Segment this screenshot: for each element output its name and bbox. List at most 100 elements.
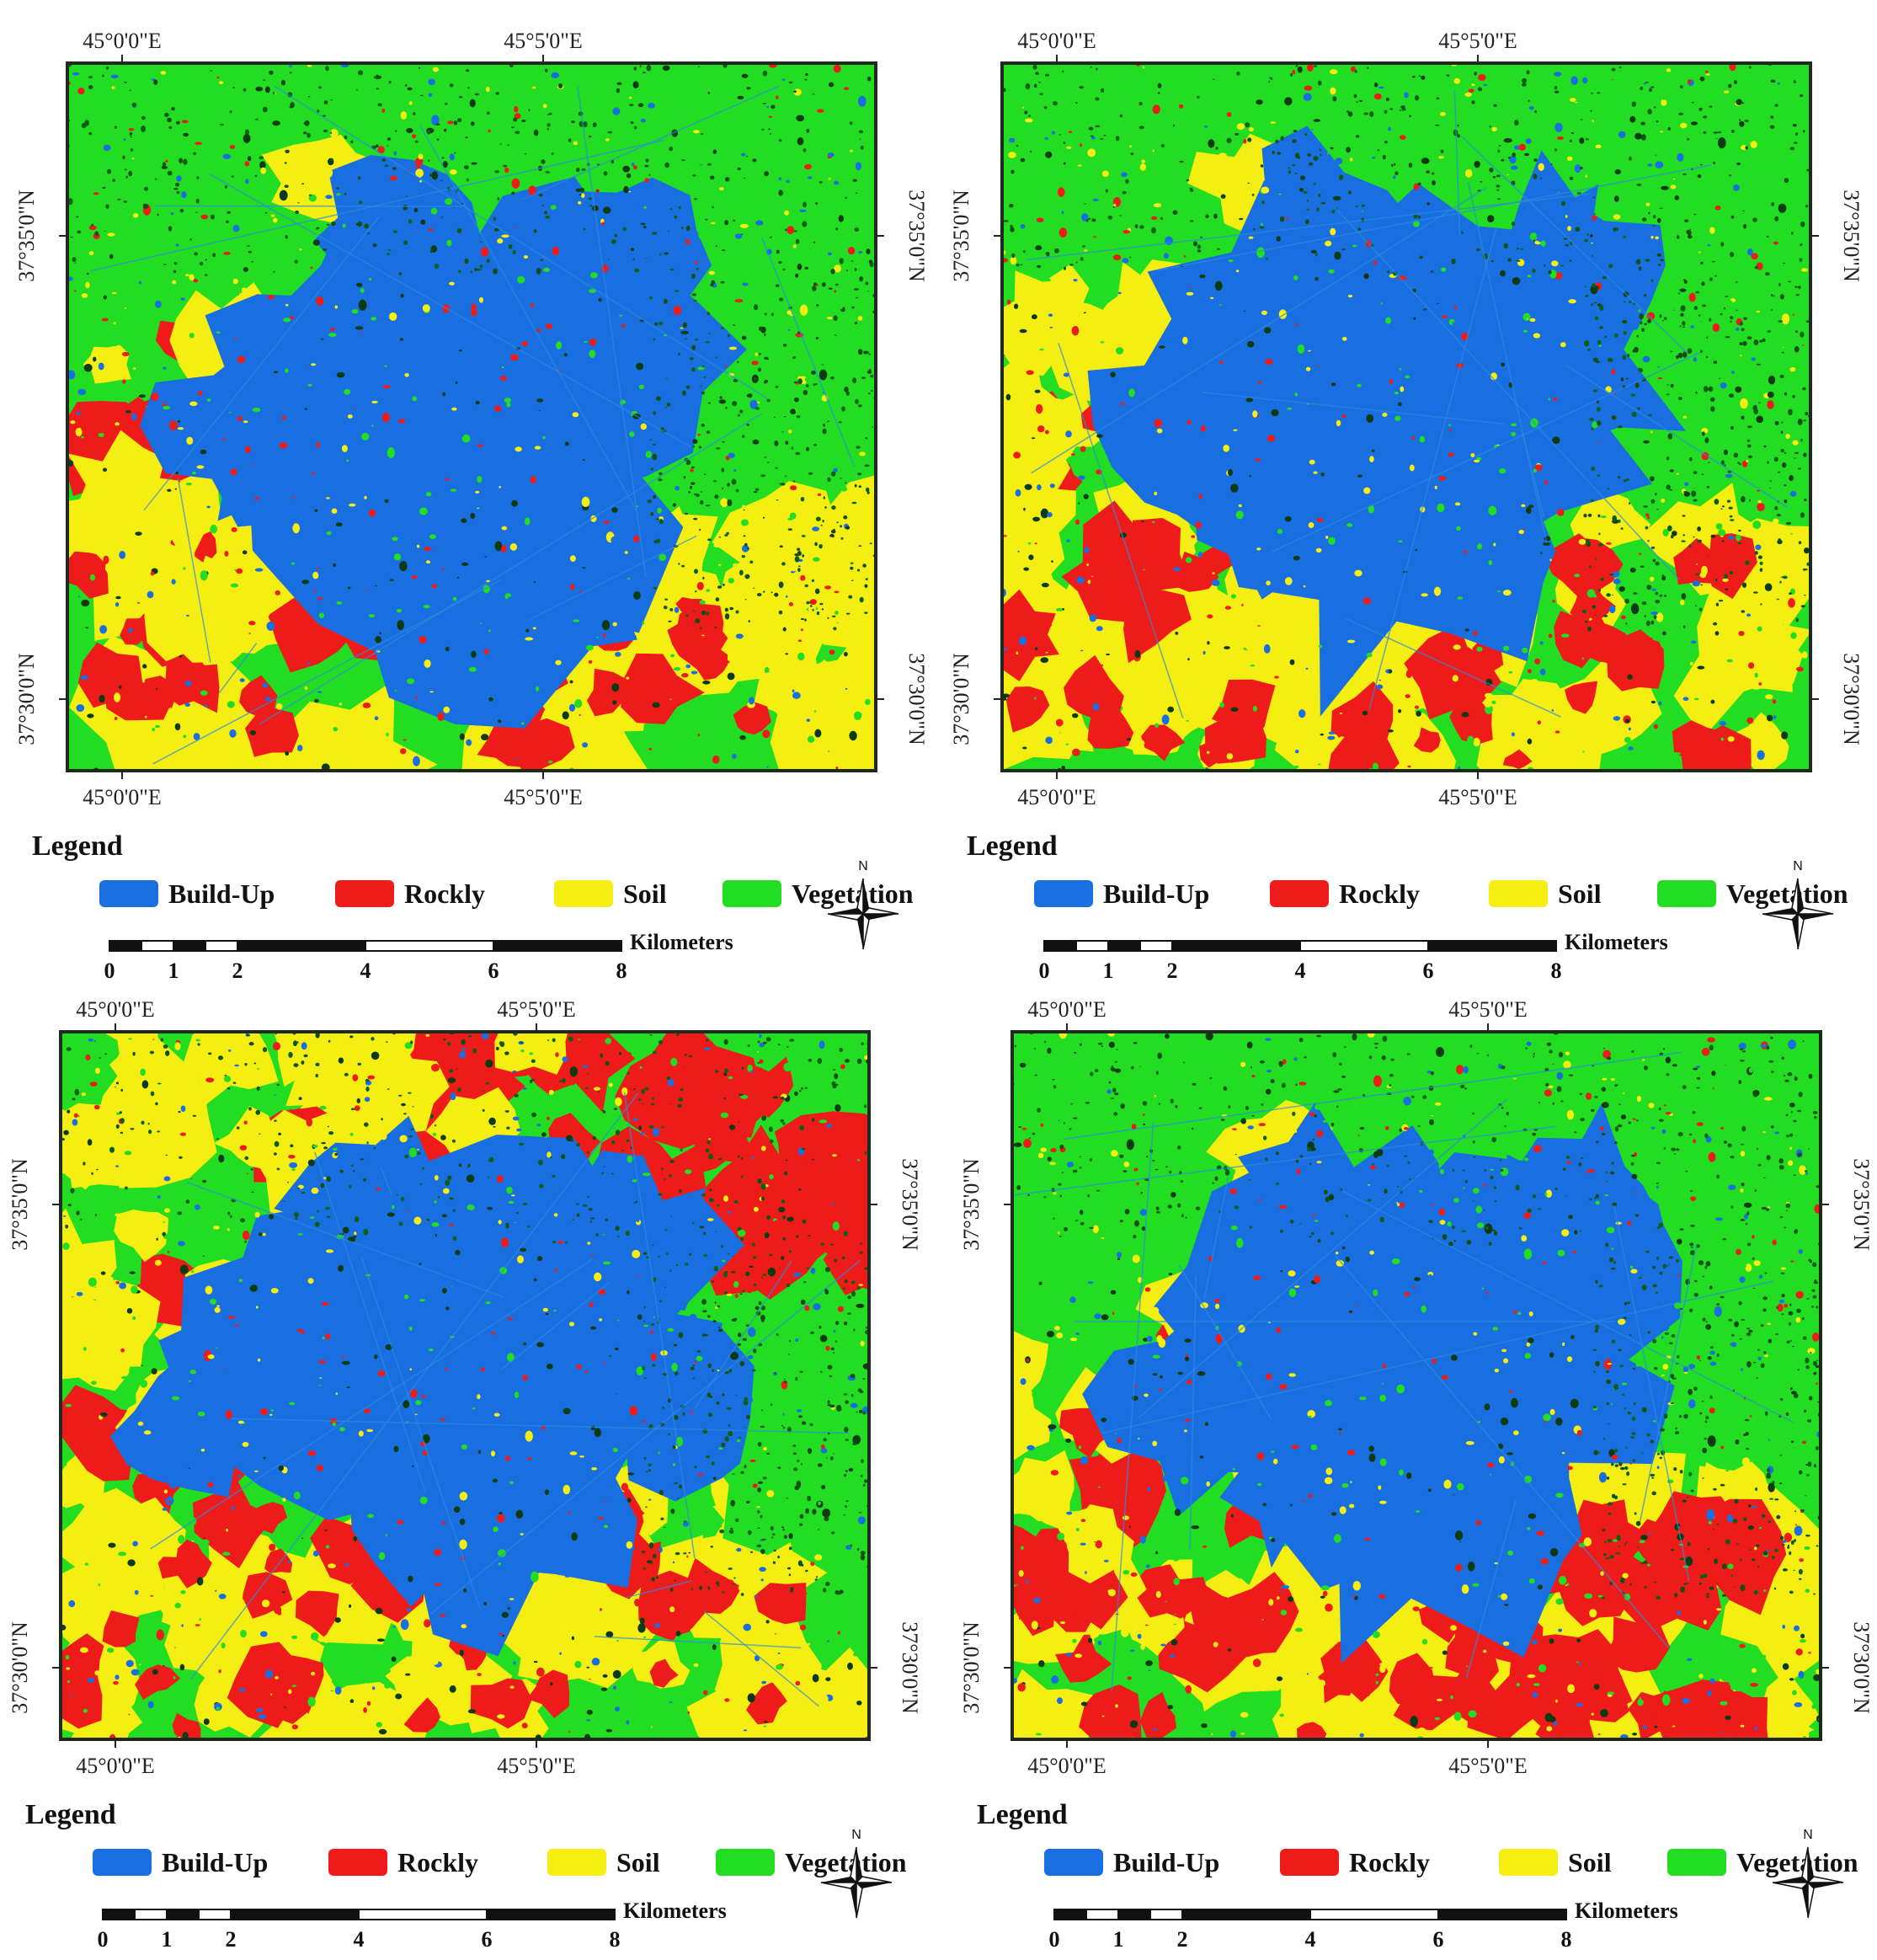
scale-tick-label: 1	[1103, 959, 1114, 983]
latitude-label-right: 37°35'0"N	[898, 1158, 922, 1251]
map-panel-2: 45°0'0"E 45°0'0"E 45°5'0"E 45°5'0"E 37°35'0"…	[935, 0, 1864, 983]
scale-bar: Kilometers 0 1 2 4 6 8	[98, 1899, 727, 1952]
latitude-label-left: 37°30'0"N	[14, 653, 39, 745]
latitude-label-right: 37°30'0"N	[1849, 1621, 1874, 1714]
legend: Build-Up Rockly Soil Vegetation	[93, 1847, 907, 1877]
latitude-label-right: 37°30'0"N	[898, 1621, 922, 1714]
latitude-label-right: 37°30'0"N	[904, 653, 929, 745]
scale-tick-label: 6	[1423, 959, 1434, 983]
legend: Build-Up Rockly Soil Vegetation	[1044, 1847, 1858, 1877]
longitude-label-bottom: 45°5'0"E	[1448, 1754, 1528, 1778]
legend-label-soil: Soil	[1568, 1847, 1612, 1877]
north-label: N	[858, 859, 868, 873]
longitude-label-top: 45°5'0"E	[497, 997, 576, 1022]
map-figure: 45°0'0"E 45°0'0"E 45°5'0"E 45°5'0"E 37°35'0"…	[959, 997, 1874, 1952]
scale-unit-label: Kilometers	[1565, 930, 1668, 954]
scale-tick-label: 0	[1039, 959, 1050, 983]
legend-title: Legend	[25, 1799, 116, 1830]
legend-swatch-soil	[1489, 880, 1548, 907]
legend-label-rockly: Rockly	[404, 879, 485, 909]
legend-label-vegetation: Vegetation	[792, 879, 914, 909]
north-label: N	[851, 1828, 861, 1842]
scale-tick-label: 1	[1113, 1927, 1124, 1952]
scale-tick-label: 8	[1551, 959, 1562, 983]
legend-swatch-rockly	[1270, 880, 1329, 907]
scale-tick-label: 1	[168, 959, 179, 983]
map-figure: 45°0'0"E 45°0'0"E 45°5'0"E 45°5'0"E 37°35'0"…	[14, 29, 929, 983]
scale-bar: Kilometers 0 1 2 4 6 8	[1039, 930, 1668, 983]
scale-tick-label: 0	[104, 959, 115, 983]
scale-unit-label: Kilometers	[630, 930, 733, 954]
legend-swatch-soil	[554, 880, 613, 907]
longitude-label-bottom: 45°5'0"E	[1438, 785, 1517, 809]
legend-label-build-up: Build-Up	[162, 1847, 268, 1877]
scale-tick-label: 0	[1049, 1927, 1060, 1952]
north-arrow-icon: N	[820, 1828, 893, 1919]
scale-bar: Kilometers 0 1 2 4 6 8	[104, 930, 733, 983]
scale-tick-label: 6	[488, 959, 499, 983]
scale-tick-label: 0	[98, 1927, 109, 1952]
map-panel-1: 45°0'0"E 45°0'0"E 45°5'0"E 45°5'0"E 37°35'0"…	[0, 0, 929, 983]
scale-tick-label: 8	[610, 1927, 621, 1952]
longitude-label-bottom: 45°5'0"E	[497, 1754, 576, 1778]
latitude-label-left: 37°30'0"N	[8, 1621, 32, 1714]
map-frame	[59, 1030, 871, 1741]
scale-tick-label: 1	[162, 1927, 173, 1952]
land-cover-map	[61, 1032, 869, 1739]
legend-label-rockly: Rockly	[397, 1847, 478, 1877]
legend-label-build-up: Build-Up	[1113, 1847, 1219, 1877]
legend: Build-Up Rockly Soil Vegetation	[1034, 879, 1848, 909]
scale-tick-label: 8	[1561, 1927, 1572, 1952]
legend-swatch-rockly	[1280, 1849, 1339, 1876]
scale-bar: Kilometers 0 1 2 4 6 8	[1049, 1899, 1678, 1952]
land-cover-map	[67, 63, 876, 771]
longitude-label-top: 45°0'0"E	[83, 29, 162, 53]
longitude-label-bottom: 45°0'0"E	[76, 1754, 155, 1778]
scale-tick-label: 2	[1177, 1927, 1188, 1952]
legend: Build-Up Rockly Soil Vegetation	[99, 879, 914, 909]
legend-label-build-up: Build-Up	[1103, 879, 1209, 909]
scale-tick-label: 4	[1295, 959, 1306, 983]
longitude-label-top: 45°5'0"E	[1448, 997, 1528, 1022]
legend-swatch-soil	[1499, 1849, 1558, 1876]
legend-label-soil: Soil	[623, 879, 667, 909]
legend-swatch-rockly	[335, 880, 394, 907]
longitude-label-bottom: 45°0'0"E	[1017, 785, 1096, 809]
map-figure: 45°0'0"E 45°0'0"E 45°5'0"E 45°5'0"E 37°35'0"…	[949, 29, 1864, 983]
legend-swatch-build-up	[99, 880, 158, 907]
scale-tick-label: 8	[616, 959, 627, 983]
legend-swatch-vegetation	[1667, 1849, 1726, 1876]
scale-tick-label: 2	[1167, 959, 1178, 983]
map-figure: 45°0'0"E 45°0'0"E 45°5'0"E 45°5'0"E 37°35'0"…	[8, 997, 922, 1952]
scale-tick-label: 4	[354, 1927, 365, 1952]
scale-tick-label: 4	[360, 959, 371, 983]
latitude-label-right: 37°35'0"N	[1849, 1158, 1874, 1251]
longitude-label-top: 45°0'0"E	[1017, 29, 1096, 53]
legend-label-soil: Soil	[1558, 879, 1602, 909]
latitude-label-right: 37°35'0"N	[904, 190, 929, 282]
map-panel-3: 45°0'0"E 45°0'0"E 45°5'0"E 45°5'0"E 37°35'0"…	[0, 969, 922, 1952]
latitude-label-right: 37°35'0"N	[1839, 190, 1864, 282]
map-frame	[1010, 1030, 1822, 1741]
north-arrow-icon: N	[1762, 859, 1834, 950]
land-cover-map	[1002, 63, 1810, 771]
longitude-label-top: 45°0'0"E	[1027, 997, 1106, 1022]
legend-label-rockly: Rockly	[1349, 1847, 1430, 1877]
latitude-label-left: 37°35'0"N	[959, 1158, 984, 1251]
longitude-label-top: 45°5'0"E	[504, 29, 583, 53]
north-label: N	[1793, 859, 1803, 873]
legend-label-vegetation: Vegetation	[1736, 1847, 1858, 1877]
scale-tick-label: 6	[1433, 1927, 1444, 1952]
legend-label-rockly: Rockly	[1339, 879, 1420, 909]
legend-swatch-vegetation	[1657, 880, 1716, 907]
longitude-label-bottom: 45°0'0"E	[1027, 1754, 1106, 1778]
legend-swatch-rockly	[328, 1849, 387, 1876]
longitude-label-bottom: 45°5'0"E	[504, 785, 583, 809]
legend-label-vegetation: Vegetation	[785, 1847, 907, 1877]
legend-title: Legend	[977, 1799, 1068, 1830]
scale-unit-label: Kilometers	[623, 1899, 727, 1923]
north-arrow-icon: N	[1772, 1828, 1844, 1919]
map-frame	[66, 61, 877, 772]
legend-swatch-vegetation	[716, 1849, 775, 1876]
legend-swatch-build-up	[93, 1849, 152, 1876]
